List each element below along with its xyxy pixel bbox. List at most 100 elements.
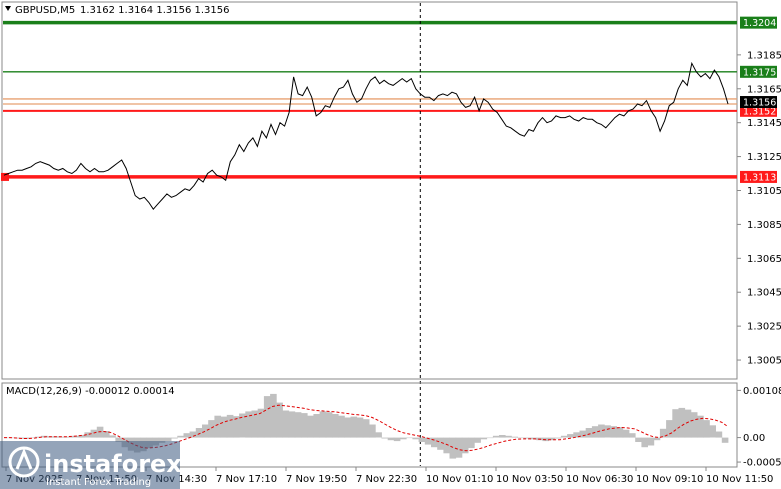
macd-histogram-bar: [604, 425, 611, 438]
macd-histogram-bar: [443, 437, 450, 454]
macd-histogram-bar: [598, 424, 605, 438]
macd-histogram-bar: [344, 417, 351, 438]
macd-histogram-bar: [183, 433, 191, 438]
macd-histogram-bar: [666, 420, 673, 438]
macd-histogram-bar: [214, 415, 221, 438]
macd-histogram-bar: [325, 412, 333, 438]
macd-histogram-bar: [387, 437, 395, 441]
price-level-badge: [740, 16, 777, 29]
macd-tick-label: 0.00: [743, 433, 765, 444]
macd-histogram-bar: [486, 437, 494, 439]
macd-histogram-bar: [523, 437, 531, 439]
macd-histogram-bar: [505, 435, 512, 438]
macd-histogram-bar: [332, 414, 339, 438]
macd-histogram-bar: [288, 411, 296, 438]
macd-histogram-bar: [684, 409, 692, 438]
macd-histogram-bar: [709, 425, 716, 438]
macd-histogram-bar: [375, 432, 382, 438]
macd-histogram-bar: [418, 437, 426, 442]
symbol-dropdown-icon[interactable]: [5, 6, 11, 11]
macd-histogram-bar: [369, 424, 376, 438]
macd-histogram-bar: [573, 432, 580, 438]
macd-histogram-bar: [468, 437, 475, 449]
macd-histogram-bar: [567, 434, 574, 438]
price-tick-label: 1.3185: [747, 50, 781, 61]
macd-histogram-bar: [226, 414, 234, 438]
price-level-badge: [740, 170, 777, 183]
macd-histogram-bar: [195, 428, 203, 438]
macd-histogram-bar: [109, 435, 116, 438]
macd-histogram-bar: [715, 431, 723, 438]
macd-histogram-bar: [307, 415, 314, 438]
time-tick-label: 10 Nov 09:10: [636, 474, 703, 485]
macd-histogram-bar: [220, 416, 228, 438]
instaforex-watermark: instaforex Instant Forex Trading: [0, 441, 182, 489]
macd-histogram-bar: [313, 414, 320, 438]
macd-histogram-bar: [158, 437, 166, 443]
macd-histogram-bar: [517, 437, 525, 439]
macd-histogram-bar: [356, 417, 364, 438]
macd-histogram-bar: [461, 437, 469, 454]
price-level-label: 1.3113: [743, 172, 776, 183]
macd-histogram-bar: [276, 402, 283, 438]
watermark-tagline: Instant Forex Trading: [46, 477, 151, 488]
price-pane: GBPUSD,M5 1.3162 1.3164 1.3156 1.3156 1.…: [1, 1, 781, 466]
macd-histogram-bar: [301, 413, 308, 438]
macd-title: MACD(12,26,9) -0.00012 0.00014: [6, 386, 175, 397]
macd-histogram-bar: [690, 412, 698, 438]
macd-histogram-bar: [721, 437, 729, 443]
price-levels: [1, 20, 737, 181]
macd-histogram-bar: [437, 437, 444, 450]
price-level-badge: [740, 65, 777, 78]
macd-histogram-bar: [251, 410, 259, 438]
macd-histogram-bar: [338, 415, 345, 438]
macd-histogram-bar: [362, 419, 370, 438]
price-tick-label: 1.3125: [747, 152, 781, 163]
macd-histogram-bar: [424, 437, 432, 445]
macd-histogram-bar: [10, 437, 17, 439]
time-tick-label: 10 Nov 11:50: [706, 474, 773, 485]
macd-histogram: [4, 393, 729, 459]
macd-histogram-bar: [239, 413, 246, 438]
macd-histogram-bar: [245, 411, 252, 438]
macd-histogram-bar: [65, 436, 73, 438]
macd-tick-label: -0.00056: [743, 458, 781, 469]
macd-histogram-bar: [591, 426, 599, 438]
macd-histogram-bar: [78, 435, 85, 438]
macd-histogram-bar: [294, 412, 302, 438]
price-level-label: 1.3175: [743, 67, 776, 78]
macd-histogram-bar: [208, 420, 215, 438]
macd-histogram-bar: [629, 433, 636, 438]
macd-axis: 0.00108 0.00 -0.00056: [737, 386, 781, 469]
macd-histogram-bar: [647, 437, 655, 446]
macd-histogram-bar: [28, 437, 36, 439]
price-tick-label: 1.3025: [747, 322, 781, 333]
macd-histogram-bar: [678, 407, 686, 438]
macd-histogram-bar: [115, 437, 122, 442]
macd-histogram-bar: [72, 435, 79, 438]
price-tick-label: 1.3105: [747, 186, 781, 197]
macd-histogram-bar: [492, 435, 500, 438]
time-tick-label: 7 Nov 17:10: [216, 474, 277, 485]
price-tick-label: 1.3085: [747, 220, 781, 231]
macd-histogram-bar: [697, 415, 704, 438]
macd-histogram-bar: [672, 409, 679, 438]
macd-histogram-bar: [703, 420, 710, 438]
macd-histogram-bar: [90, 429, 98, 438]
macd-histogram-bar: [171, 437, 178, 439]
macd-histogram-bar: [202, 424, 209, 438]
macd-histogram-bar: [474, 437, 481, 443]
macd-histogram-bar: [579, 430, 587, 438]
last-price-badge: [740, 96, 777, 109]
macd-histogram-bar: [560, 435, 568, 438]
macd-tick-label: 0.00108: [743, 386, 781, 397]
time-tick-label: 7 Nov 19:50: [286, 474, 347, 485]
time-tick-label: 10 Nov 06:30: [566, 474, 633, 485]
macd-histogram-bar: [350, 416, 358, 438]
macd-histogram-bar: [59, 436, 67, 438]
price-axis: 1.3185 1.3165 1.3145 1.3125 1.3105 1.3085 1.30…: [737, 50, 781, 367]
macd-histogram-bar: [653, 437, 661, 441]
price-level-label: 1.3152: [743, 106, 776, 117]
